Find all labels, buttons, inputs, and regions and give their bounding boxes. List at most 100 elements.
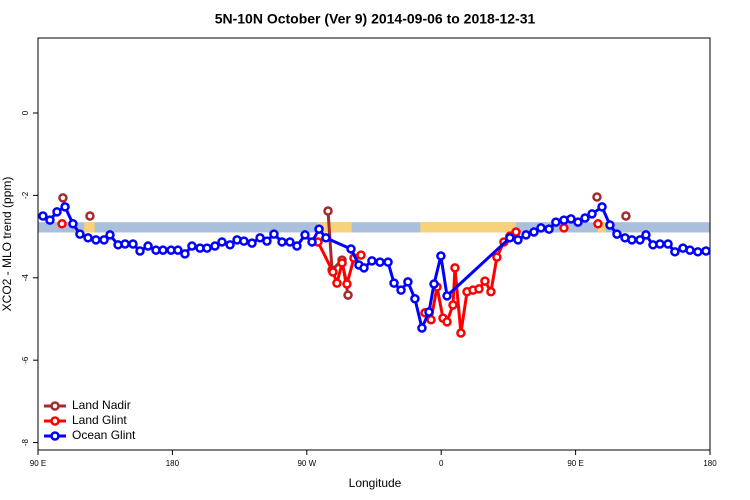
series-point — [621, 211, 631, 221]
series-point — [68, 219, 78, 229]
series-point — [75, 229, 85, 239]
series-point — [202, 243, 212, 253]
legend-label: Land Nadir — [72, 398, 131, 412]
land-band — [420, 222, 516, 233]
series-point — [442, 317, 452, 327]
series-point — [442, 291, 452, 301]
series-point — [592, 192, 602, 202]
series-point — [536, 223, 546, 233]
series-point — [143, 241, 153, 251]
series-point — [429, 279, 439, 289]
x-tick-label: 90 E — [30, 459, 46, 468]
series-point — [641, 230, 651, 240]
series-point — [655, 239, 665, 249]
series-point — [173, 245, 183, 255]
series-point — [262, 236, 272, 246]
series-point — [612, 229, 622, 239]
series-point — [83, 233, 93, 243]
x-tick-label: 180 — [703, 459, 717, 468]
series-point — [693, 247, 703, 257]
series-point — [448, 300, 458, 310]
series-point — [396, 285, 406, 295]
x-tick-label: 180 — [166, 459, 180, 468]
band-layer — [38, 222, 710, 233]
series-point — [158, 245, 168, 255]
series-point — [505, 233, 515, 243]
series-point — [426, 315, 436, 325]
y-axis-label: XCO2 - MLO trend (ppm) — [0, 177, 14, 312]
series-point — [356, 250, 366, 260]
series-point — [417, 323, 427, 333]
land-band — [84, 222, 95, 233]
series-point — [627, 235, 637, 245]
series-point — [670, 247, 680, 257]
series-point — [597, 202, 607, 212]
series-point — [342, 279, 352, 289]
series-point — [343, 290, 353, 300]
series-point — [128, 239, 138, 249]
series-point — [605, 220, 615, 230]
series-point — [57, 219, 67, 229]
series-point — [120, 239, 130, 249]
series-point — [383, 257, 393, 267]
x-tick-label: 90 E — [567, 459, 583, 468]
series-point — [544, 224, 554, 234]
y-tick-label: -2 — [21, 191, 30, 199]
series-point — [210, 241, 220, 251]
series-point — [60, 202, 70, 212]
series-point — [474, 284, 484, 294]
series-point — [91, 235, 101, 245]
legend-marker — [50, 431, 60, 441]
series-point — [511, 227, 521, 237]
series-point — [217, 237, 227, 247]
series-point — [307, 237, 317, 247]
series-point — [529, 227, 539, 237]
series-point — [247, 238, 257, 248]
series-point — [332, 278, 342, 288]
series-point — [337, 258, 347, 268]
series-point — [314, 224, 324, 234]
series-point — [403, 277, 413, 287]
series-point — [587, 209, 597, 219]
legend-label: Ocean Glint — [72, 428, 136, 442]
series-point — [492, 252, 502, 262]
series-point — [375, 257, 385, 267]
series-point — [277, 237, 287, 247]
y-tick-label: -8 — [21, 438, 30, 446]
series-point — [521, 230, 531, 240]
legend-label: Land Glint — [72, 413, 127, 427]
ocean-band — [38, 222, 710, 233]
series-point — [99, 235, 109, 245]
series-point — [38, 211, 48, 221]
chart-title: 5N-10N October (Ver 9) 2014-09-06 to 201… — [215, 11, 536, 27]
series-point — [367, 256, 377, 266]
x-axis-label: Longitude — [349, 476, 402, 490]
land-band — [317, 222, 352, 233]
series-point — [52, 207, 62, 217]
series-point — [239, 236, 249, 246]
series-point — [225, 240, 235, 250]
series-point — [269, 229, 279, 239]
x-tick-label: 90 W — [297, 459, 316, 468]
series-point — [58, 193, 68, 203]
series-point — [292, 241, 302, 251]
series-point — [321, 233, 331, 243]
series-point — [566, 214, 576, 224]
y-tick-label: -4 — [21, 274, 30, 282]
series-point — [593, 219, 603, 229]
legend-marker — [50, 416, 60, 426]
series-point — [456, 328, 466, 338]
series-point — [346, 244, 356, 254]
y-tick-label: -6 — [21, 356, 30, 364]
series-point — [85, 211, 95, 221]
series-point — [573, 217, 583, 227]
series-point — [486, 287, 496, 297]
series-point — [187, 241, 197, 251]
series-point — [480, 276, 490, 286]
series-point — [389, 278, 399, 288]
series-point — [359, 263, 369, 273]
series-point — [328, 267, 338, 277]
series-point — [323, 206, 333, 216]
y-tick-label: 0 — [21, 110, 30, 115]
